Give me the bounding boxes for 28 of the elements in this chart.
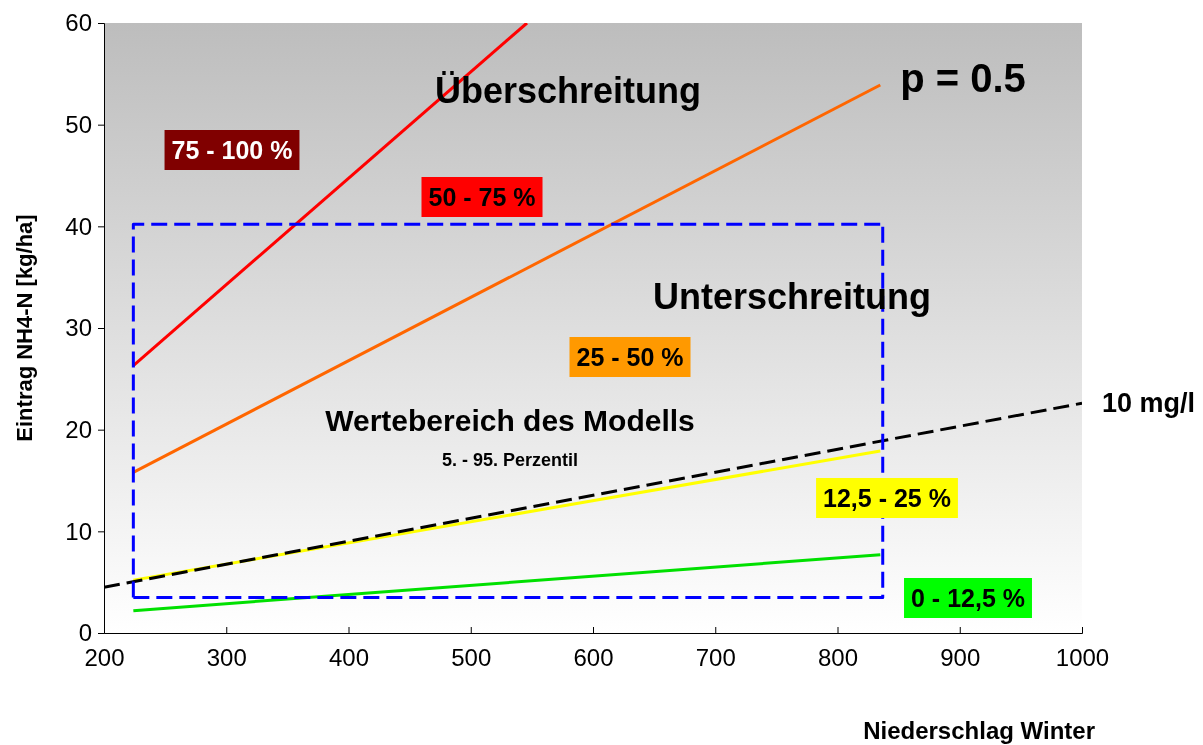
y-tick-label: 50 xyxy=(65,110,92,138)
annotation: Unterschreitung xyxy=(652,275,932,317)
x-tick-label: 800 xyxy=(817,644,859,672)
x-tick-label: 1000 xyxy=(1055,644,1110,672)
x-tick-label: 400 xyxy=(328,644,370,672)
x-tick-label: 600 xyxy=(573,644,614,672)
x-tick-label: 700 xyxy=(695,644,736,672)
annotation: 75 - 100 % xyxy=(171,136,293,164)
annotation: 5. - 95. Perzentil xyxy=(441,450,579,471)
annotation: p = 0.5 xyxy=(900,56,1026,100)
annotation: Wertebereich des Modells xyxy=(325,403,695,437)
annotation: 50 - 75 % xyxy=(428,183,536,211)
x-tick-label: 900 xyxy=(940,644,981,672)
y-axis-title: Eintrag NH4-N [kg/ha] xyxy=(12,214,37,442)
y-tick-label: 60 xyxy=(65,9,92,37)
annotation: 0 - 12,5 % xyxy=(911,584,1025,612)
y-tick-label: 20 xyxy=(65,415,92,443)
x-axis-title: Niederschlag Winter xyxy=(863,717,1095,744)
x-tick-label: 300 xyxy=(206,644,247,672)
series-label: 10 mg/l xyxy=(1102,388,1196,419)
annotation: 12,5 - 25 % xyxy=(823,484,951,512)
x-tick-label: 200 xyxy=(84,644,125,672)
y-tick-label: 0 xyxy=(78,619,92,647)
annotation: 25 - 50 % xyxy=(576,343,684,371)
y-tick-label: 40 xyxy=(65,212,92,240)
y-tick-label: 10 xyxy=(65,517,92,545)
y-tick-label: 30 xyxy=(65,314,92,342)
x-tick-label: 500 xyxy=(451,644,492,672)
